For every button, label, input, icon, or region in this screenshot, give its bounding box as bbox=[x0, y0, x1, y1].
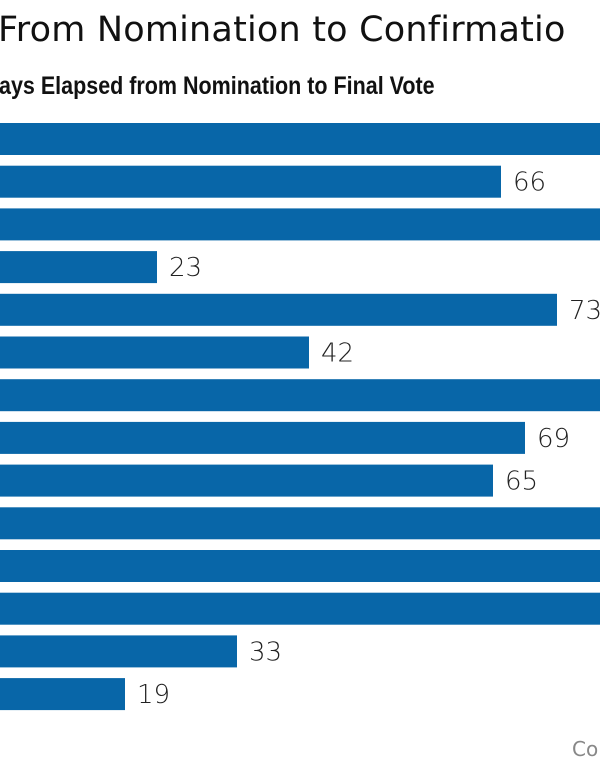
bar bbox=[0, 507, 600, 540]
data-label: 19 bbox=[137, 680, 170, 710]
bar bbox=[0, 592, 600, 625]
bar bbox=[0, 165, 501, 198]
bar bbox=[0, 678, 125, 711]
bar bbox=[0, 123, 600, 155]
bar bbox=[0, 635, 237, 668]
data-label: 33 bbox=[249, 637, 282, 667]
chart-title: From Nomination to Confirmatio bbox=[0, 10, 566, 50]
bar bbox=[0, 550, 600, 582]
bar bbox=[0, 464, 493, 497]
bar bbox=[0, 379, 600, 412]
data-label: 65 bbox=[505, 467, 538, 497]
bar bbox=[0, 421, 525, 454]
data-label: 73 bbox=[569, 296, 600, 326]
bar bbox=[0, 208, 600, 241]
source-note: Co bbox=[572, 737, 599, 761]
data-label: 69 bbox=[537, 424, 570, 454]
data-label: 23 bbox=[169, 253, 202, 283]
chart-subtitle: ays Elapsed from Nomination to Final Vot… bbox=[0, 72, 435, 100]
data-label: 42 bbox=[321, 339, 354, 369]
bar bbox=[0, 293, 557, 326]
bar bbox=[0, 251, 157, 284]
bar bbox=[0, 336, 309, 369]
data-label: 66 bbox=[513, 168, 546, 198]
